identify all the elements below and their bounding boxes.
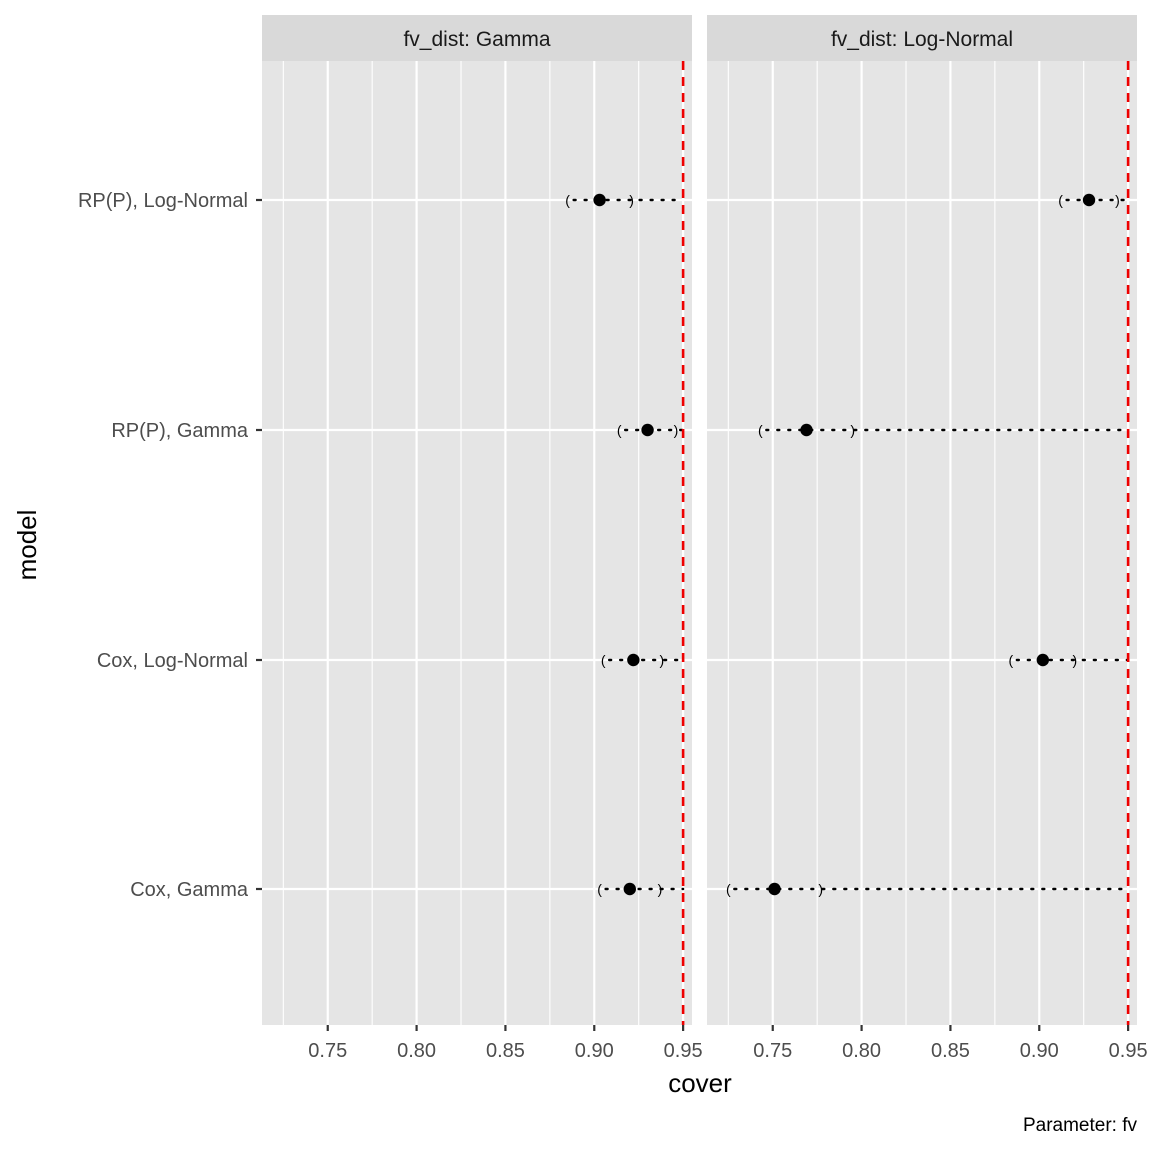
facet-panel-log-normal: fv_dist: Log-Normal 0.75 0.80 0.85 0.90 0.95 (… <box>707 15 1148 1062</box>
cover-point <box>768 882 781 896</box>
facet-strip <box>262 15 692 61</box>
point-group-cox-gamma: () <box>597 881 685 897</box>
x-tick-label: 0.75 <box>308 1040 347 1062</box>
x-tick-label: 0.85 <box>486 1040 525 1062</box>
ci-upper-bracket: ) <box>818 881 823 897</box>
ci-upper-bracket: ) <box>659 652 664 668</box>
cover-point <box>623 882 637 896</box>
ci-lower-bracket: ( <box>1058 192 1063 208</box>
ci-upper-bracket: ) <box>658 881 663 897</box>
x-tick-label: 0.75 <box>753 1040 792 1062</box>
cover-point <box>641 423 654 437</box>
ci-lower-bracket: ( <box>597 881 602 897</box>
y-axis: Cox, Gamma Cox, Log-Normal RP(P), Gamma RP(… <box>78 190 262 901</box>
ci-lower-bracket: ( <box>1009 652 1014 668</box>
facet-strip <box>707 15 1137 61</box>
ci-upper-bracket: ) <box>1072 652 1077 668</box>
point-group-rp-p-log-normal: () <box>565 192 685 208</box>
ci-upper-bracket: ) <box>850 422 855 438</box>
y-tick-label: Cox, Gamma <box>130 879 249 901</box>
ci-upper-bracket: ) <box>674 422 679 438</box>
x-tick-label: 0.95 <box>1109 1040 1148 1062</box>
facet-strip-label: fv_dist: Log-Normal <box>831 28 1013 51</box>
point-group-rp-p-gamma: () <box>617 422 685 438</box>
cover-point <box>1082 193 1096 207</box>
point-group-rp-p-log-normal: () <box>1058 192 1130 208</box>
cover-point <box>593 193 606 207</box>
caption: Parameter: fv <box>1023 1115 1138 1136</box>
y-tick-label: Cox, Log-Normal <box>97 650 248 672</box>
ci-lower-bracket: ( <box>726 881 731 897</box>
ci-lower-bracket: ( <box>758 422 763 438</box>
point-group-cox-gamma: () <box>726 881 1130 897</box>
cover-point <box>800 423 813 437</box>
x-tick-label: 0.90 <box>575 1040 614 1062</box>
ci-lower-bracket: ( <box>617 422 622 438</box>
ci-lower-bracket: ( <box>601 652 606 668</box>
ci-upper-bracket: ) <box>629 192 634 208</box>
x-tick-label: 0.85 <box>931 1040 970 1062</box>
panel-background <box>707 61 1137 1025</box>
point-group-cox-log-normal: () <box>1009 652 1130 668</box>
x-tick-label: 0.95 <box>664 1040 703 1062</box>
cover-point <box>1036 653 1050 667</box>
panel-background <box>262 61 692 1025</box>
ci-lower-bracket: ( <box>565 192 570 208</box>
point-group-rp-p-gamma: () <box>758 422 1130 438</box>
x-tick-label: 0.80 <box>842 1040 881 1062</box>
y-tick-label: RP(P), Gamma <box>111 420 249 442</box>
ci-upper-bracket: ) <box>1115 192 1120 208</box>
y-tick-label: RP(P), Log-Normal <box>78 190 248 212</box>
facet-strip-label: fv_dist: Gamma <box>403 28 550 51</box>
x-tick-label: 0.90 <box>1020 1040 1059 1062</box>
y-axis-title: model <box>12 510 42 581</box>
cover-point <box>627 653 640 667</box>
x-tick-label: 0.80 <box>397 1040 436 1062</box>
x-axis-title: cover <box>668 1068 732 1098</box>
point-group-cox-log-normal: () <box>601 652 685 668</box>
